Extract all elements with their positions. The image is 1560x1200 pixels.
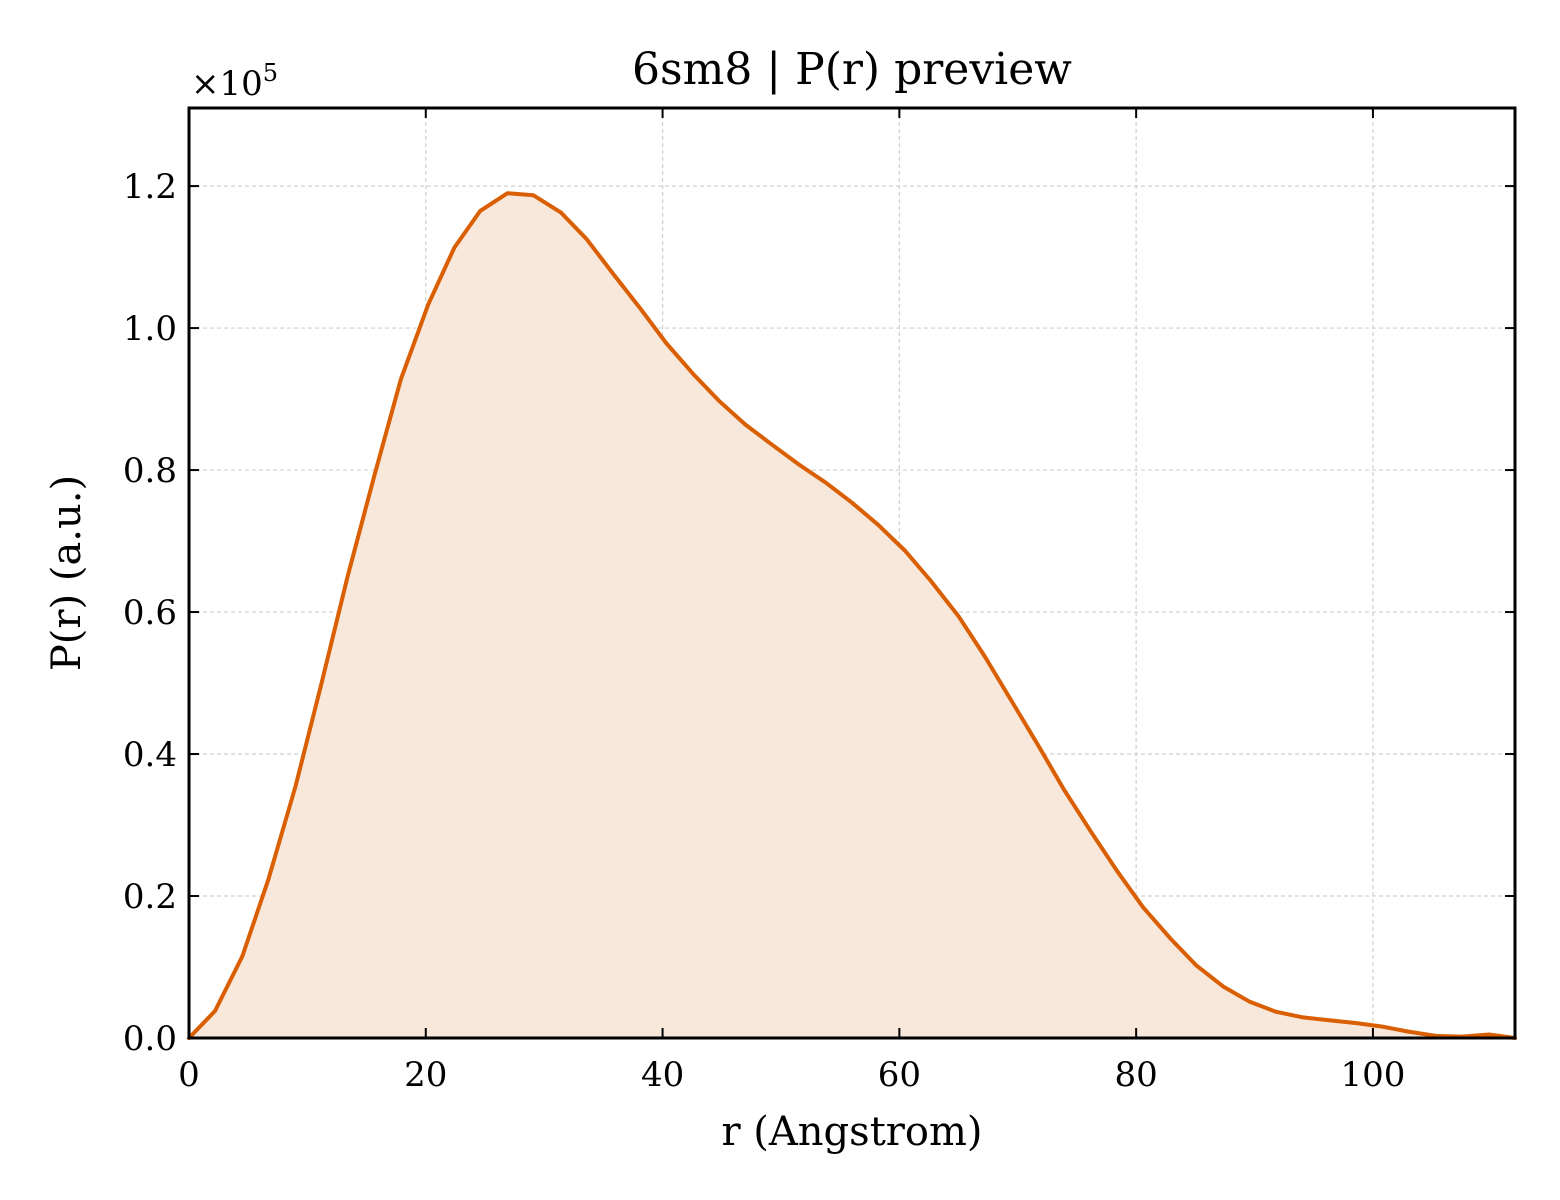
y-multiplier-base: ×10 [191, 64, 263, 104]
y-tick-label: 1.0 [123, 309, 177, 349]
x-tick-label: 40 [641, 1055, 684, 1095]
area-fill [189, 193, 1515, 1038]
chart-title: 6sm8 | P(r) preview [632, 44, 1072, 95]
ticks: 0 20 40 60 80 100 0.0 0.2 0.4 0.6 0.8 1.0 1.2 [123, 108, 1515, 1095]
y-tick-label: 1.2 [123, 167, 177, 207]
y-multiplier-exponent: 5 [263, 59, 278, 87]
x-tick-label: 20 [404, 1055, 447, 1095]
x-tick-label: 0 [178, 1055, 200, 1095]
x-tick-label: 100 [1340, 1055, 1405, 1095]
x-tick-label: 80 [1115, 1055, 1158, 1095]
x-tick-label: 60 [878, 1055, 921, 1095]
y-tick-label: 0.0 [123, 1019, 177, 1059]
data-line [187, 191, 1517, 1040]
y-tick-label: 0.2 [123, 877, 177, 917]
y-tick-label: 0.4 [123, 735, 177, 775]
y-tick-label: 0.6 [123, 593, 177, 633]
y-axis-multiplier: ×105 [191, 59, 278, 104]
plot-frame [187, 106, 1517, 1040]
x-axis-label: r (Angstrom) [721, 1109, 982, 1155]
y-tick-label: 0.8 [123, 451, 177, 491]
y-axis-label: P(r) (a.u.) [44, 475, 90, 671]
